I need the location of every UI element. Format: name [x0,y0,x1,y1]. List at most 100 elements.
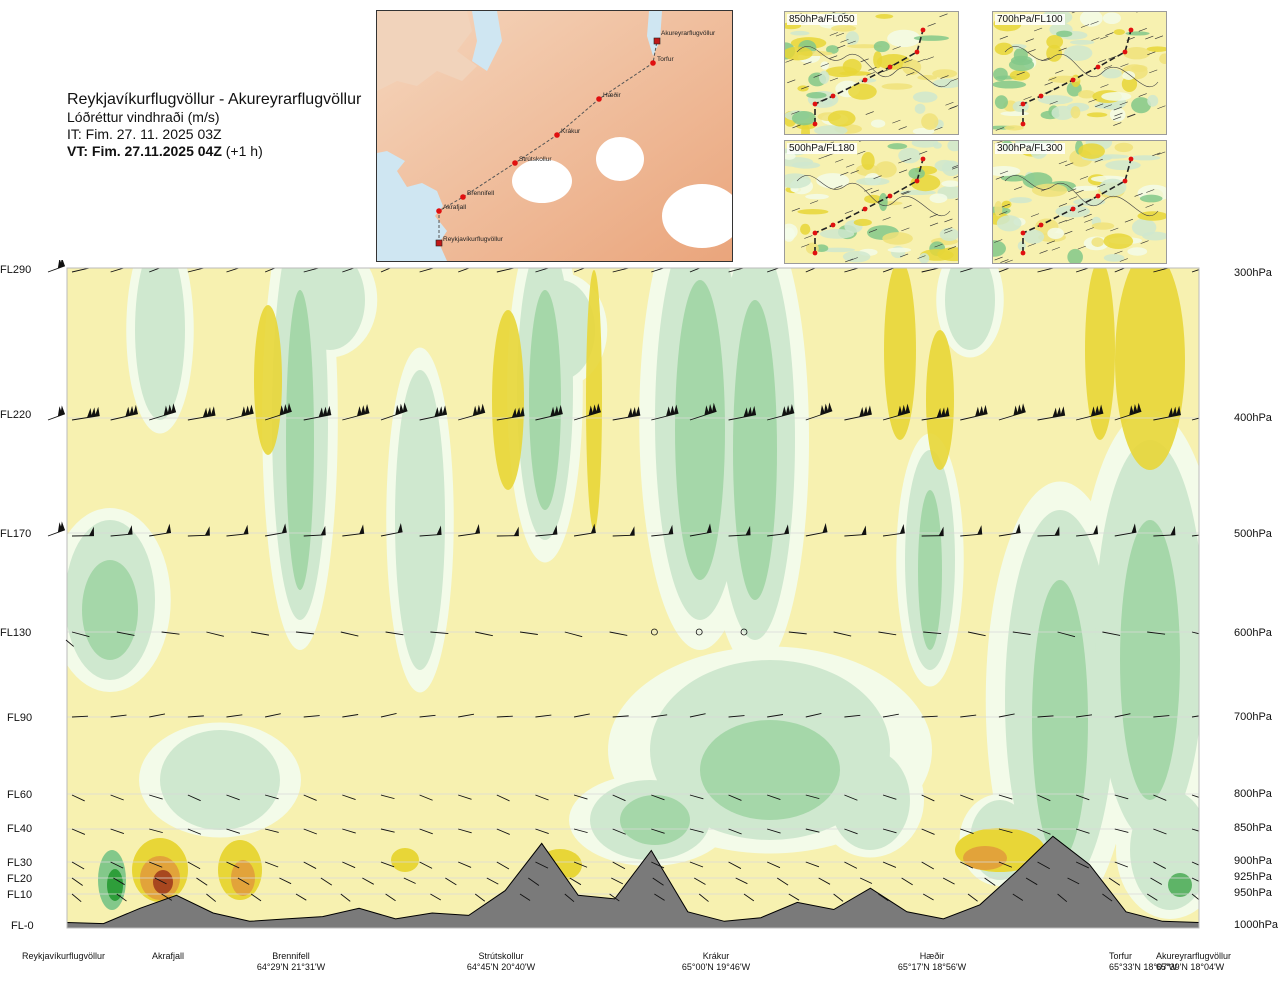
thumb-field-blob [801,123,810,134]
thumb-700[interactable]: 700hPa/FL100 [992,11,1167,135]
wind-barb-flag [1205,260,1210,268]
wind-barb [1191,631,1199,635]
wind-barb-flag [206,406,212,417]
map-point-marker [650,60,656,66]
wind-barb [967,631,986,637]
level-fl130: FL130 [0,627,32,639]
wind-barb-flag [131,260,136,266]
thumb-wind-barb [994,239,1003,243]
wind-barb-flag [440,260,445,266]
glacier-1 [512,159,572,203]
wind-barb-flag [587,260,592,267]
thumb-wind-barb [925,56,934,61]
wind-barb-flag [1098,404,1104,415]
wind-barb [71,794,85,802]
calm-wind-marker [695,628,703,636]
wind-barb [1153,828,1167,835]
thumb-wind-barb [1048,77,1057,81]
thumb-wind-barb [934,243,943,248]
thumb-field-blob [875,14,894,19]
thumb-wind-barb [1157,151,1166,156]
wind-barb [901,877,913,886]
wind-barb-flag [285,260,290,264]
loc-torfur: Torfur 65°33'N 18°07'W [1109,951,1177,973]
wind-barb-flag [905,403,910,414]
wind-barb-flag [897,405,903,416]
wind-barb [611,877,624,885]
wind-barb [535,413,563,421]
thumb-wind-barb [791,110,800,115]
loc-name: Hæðir [919,951,945,961]
wind-barb [766,861,781,869]
wind-barb-flag [552,260,557,267]
wind-barb-flag [1054,260,1059,268]
thumb-300[interactable]: 300hPa/FL300 [992,140,1167,264]
wind-barb [573,268,586,273]
thumb-field-blob [1131,218,1157,237]
wind-barb-flag [442,405,447,416]
thumb-field-blob [785,46,813,61]
wind-barb-flag [397,522,403,533]
thumb-field-blob [1147,94,1159,107]
thumb-wind-barb [1094,158,1103,163]
thumb-field-blob [791,161,821,169]
wind-barb-flag [973,260,978,268]
field-contour [395,370,445,670]
thumb-wind-barb [1147,51,1156,56]
thumb-field-blob [881,83,913,90]
wind-barb [921,828,935,835]
wind-barb [71,631,90,638]
wind-barb [805,712,822,718]
thumb-field-blob [913,35,950,41]
vertical-velocity-field [67,268,1199,919]
wind-barb [882,794,897,800]
thumb-wind-barb [801,85,810,90]
wind-barb-flag [355,260,360,268]
thumb-field-blob [1046,44,1063,62]
wind-barb [226,714,243,718]
wind-barb [206,631,224,637]
thumb-wind-barb [1120,63,1129,68]
plot-area [67,260,1210,928]
wind-barb [878,893,889,902]
thumb-field-blob [939,227,958,242]
wind-barb-flag [557,404,563,415]
wind-barb-flag [743,407,749,418]
wind-barb [380,268,392,273]
thumb-500-label: 500hPa/FL180 [787,143,857,154]
thumb-wind-barb [945,101,954,106]
wind-barb-flag [283,403,289,415]
wind-barb-flag [1013,405,1019,416]
wind-barb-flag [1174,260,1179,267]
wind-barb-flag [901,404,907,415]
wind-barb-flag [360,405,366,416]
wind-barb-flag [241,406,247,417]
thumb-field-blob [1101,68,1122,79]
thumb-wind-barb [944,229,953,234]
title-block: Reykjavíkurflugvöllur - Akureyrarflugvöl… [67,90,361,160]
wind-barb-flag [166,523,171,534]
wind-barb-flag [281,523,287,534]
wind-barb [187,828,202,835]
wind-barb [960,413,988,421]
thumb-wind-barb [1113,122,1122,126]
thumb-wind-barb [1084,219,1093,223]
thumb-wind-barb [1046,240,1056,245]
wind-barb-flag [977,260,982,267]
field-contour [1115,268,1185,470]
wind-barb-flag [550,406,556,417]
wind-barb [844,714,861,718]
map-point-label: Akureyrarflugvöllur [661,30,716,37]
thumb-field-blob [878,192,888,211]
wind-barb [1153,268,1171,273]
thumb-field-blob [1113,29,1125,36]
wind-barb [1153,794,1167,801]
wind-barb [206,893,217,902]
thumb-wind-barb [1030,213,1040,217]
thumb-850[interactable]: 850hPa/FL050 [784,11,959,135]
wind-barb-flag [708,403,713,415]
thumb-500[interactable]: 500hPa/FL180 [784,140,959,264]
wind-barb-flag [863,406,868,417]
wind-barb [1037,534,1060,537]
wind-barb-flag [630,260,635,268]
